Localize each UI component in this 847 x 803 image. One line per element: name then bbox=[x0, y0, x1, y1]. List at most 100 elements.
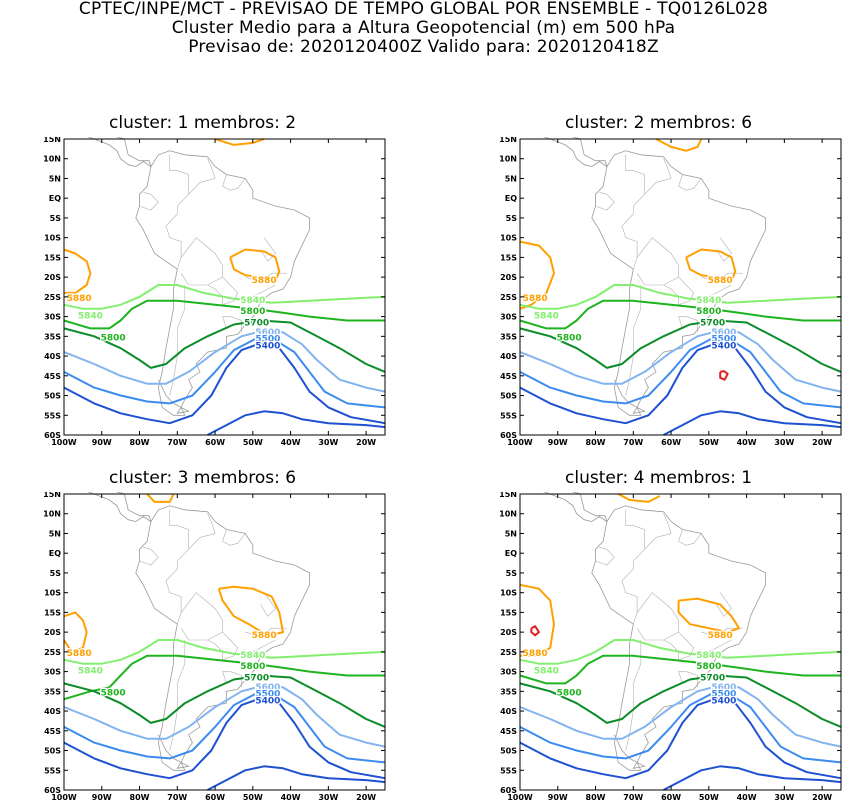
contour-label: 5400 bbox=[255, 342, 280, 352]
lat-label: 30S bbox=[500, 313, 517, 322]
lon-label: 50W bbox=[243, 793, 263, 802]
coastline bbox=[614, 379, 646, 414]
lat-label: 50S bbox=[500, 392, 517, 401]
lat-label: 40S bbox=[44, 707, 61, 716]
contour-5600 bbox=[519, 684, 842, 748]
country-border bbox=[678, 316, 698, 333]
lat-label: 35S bbox=[500, 687, 517, 696]
lon-label: 50W bbox=[699, 793, 719, 802]
contour-5700 bbox=[63, 319, 386, 373]
lat-label: 25S bbox=[500, 648, 517, 657]
lat-label: 20S bbox=[44, 273, 61, 282]
lon-label: 100W bbox=[51, 793, 77, 802]
country-border bbox=[180, 237, 223, 286]
country-border bbox=[222, 529, 246, 546]
contour-5880 bbox=[63, 611, 88, 653]
country-border bbox=[165, 206, 182, 270]
country-border bbox=[169, 154, 189, 207]
contour-label: 5800 bbox=[101, 333, 126, 343]
contour-5400 bbox=[63, 342, 386, 425]
country-border bbox=[663, 276, 695, 306]
coastline bbox=[158, 379, 190, 414]
lat-label: 15S bbox=[44, 608, 61, 617]
contour-5800 bbox=[63, 654, 385, 701]
lon-label: 30W bbox=[318, 438, 338, 447]
country-border bbox=[260, 237, 276, 262]
country-border bbox=[595, 547, 615, 566]
contour-low bbox=[719, 370, 729, 381]
lat-label: EQ bbox=[49, 194, 61, 203]
lat-label: 10N bbox=[43, 155, 61, 164]
lon-label: 70W bbox=[167, 438, 187, 447]
lat-label: 35S bbox=[44, 687, 61, 696]
contour-label: 5400 bbox=[711, 697, 736, 707]
panel-title: cluster: 4 membros: 1 bbox=[565, 468, 753, 488]
lat-label: 55S bbox=[500, 411, 517, 420]
country-border bbox=[708, 639, 732, 653]
lon-label: 60W bbox=[661, 438, 681, 447]
lat-label: 15S bbox=[500, 608, 517, 617]
lat-label: 5N bbox=[49, 529, 61, 538]
lat-label: 10S bbox=[44, 589, 61, 598]
country-border bbox=[644, 158, 672, 195]
country-border bbox=[252, 639, 276, 653]
contour-label: 5880 bbox=[708, 631, 733, 641]
lat-label: 20S bbox=[500, 628, 517, 637]
lon-label: 30W bbox=[318, 793, 338, 802]
lon-label: 40W bbox=[281, 438, 301, 447]
lon-label: 20W bbox=[812, 793, 832, 802]
country-border bbox=[222, 174, 246, 191]
lon-label: 90W bbox=[92, 438, 112, 447]
lat-label: 40S bbox=[500, 352, 517, 361]
contour-label: 5840 bbox=[534, 312, 559, 322]
contour-label: 5800 bbox=[101, 688, 126, 698]
map-frame bbox=[63, 493, 386, 791]
lat-label: EQ bbox=[505, 194, 517, 203]
contour-5400 bbox=[663, 410, 842, 436]
contour-5400 bbox=[207, 410, 386, 436]
contour-5880 bbox=[214, 138, 265, 146]
contour-label: 5800 bbox=[557, 688, 582, 698]
coastline bbox=[591, 150, 766, 416]
contour-label: 5600 bbox=[711, 328, 736, 338]
contour-5500 bbox=[519, 337, 842, 409]
lat-label: 10N bbox=[43, 510, 61, 519]
contour-label: 5500 bbox=[255, 334, 280, 344]
contour-label: 5500 bbox=[711, 334, 736, 344]
country-border bbox=[678, 174, 702, 191]
lat-label: 35S bbox=[500, 332, 517, 341]
lat-label: 55S bbox=[500, 766, 517, 775]
lon-label: 60W bbox=[205, 438, 225, 447]
lat-label: 60S bbox=[44, 431, 61, 440]
coastline bbox=[158, 734, 190, 769]
contour-low bbox=[530, 625, 540, 637]
lon-label: 40W bbox=[281, 793, 301, 802]
contour-label: 5800 bbox=[696, 662, 721, 672]
contour-label: 5880 bbox=[708, 276, 733, 286]
country-border bbox=[625, 640, 642, 751]
contour-label: 5840 bbox=[696, 296, 721, 306]
coastline bbox=[135, 505, 310, 771]
lat-label: 45S bbox=[500, 372, 517, 381]
lon-label: 100W bbox=[507, 438, 533, 447]
contour-5700 bbox=[519, 319, 842, 373]
lat-label: 35S bbox=[44, 332, 61, 341]
figure-header: CPTEC/INPE/MCT - PREVISAO DE TEMPO GLOBA… bbox=[0, 0, 847, 57]
lat-label: 30S bbox=[44, 313, 61, 322]
country-border bbox=[625, 509, 645, 562]
lat-label: 20S bbox=[44, 628, 61, 637]
country-border bbox=[678, 671, 698, 688]
contour-label: 5880 bbox=[523, 294, 548, 304]
lat-label: 10S bbox=[44, 234, 61, 243]
lat-label: 45S bbox=[500, 727, 517, 736]
lon-label: 80W bbox=[586, 793, 606, 802]
contour-label: 5800 bbox=[240, 307, 265, 317]
lat-label: 5S bbox=[50, 214, 62, 223]
lat-label: 10N bbox=[499, 155, 517, 164]
contour-label: 5880 bbox=[252, 276, 277, 286]
header-line-2: Cluster Medio para a Altura Geopotencial… bbox=[171, 18, 676, 38]
contour-5800 bbox=[519, 299, 841, 330]
country-border bbox=[716, 237, 732, 262]
contour-label: 5600 bbox=[711, 683, 736, 693]
